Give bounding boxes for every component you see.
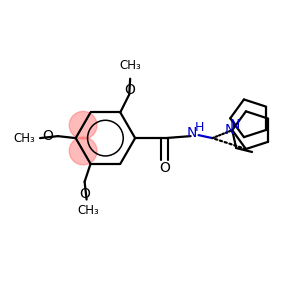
Text: CH₃: CH₃ [13,132,35,145]
Text: N: N [230,118,240,132]
Circle shape [69,111,97,139]
Text: H: H [195,121,204,134]
Text: N: N [186,126,197,140]
Text: CH₃: CH₃ [78,205,99,218]
Text: O: O [124,82,135,97]
Circle shape [69,137,97,165]
Text: O: O [159,161,170,175]
Text: O: O [79,187,90,201]
Text: O: O [42,129,53,143]
Text: CH₃: CH₃ [119,59,141,72]
Text: N: N [225,123,236,137]
